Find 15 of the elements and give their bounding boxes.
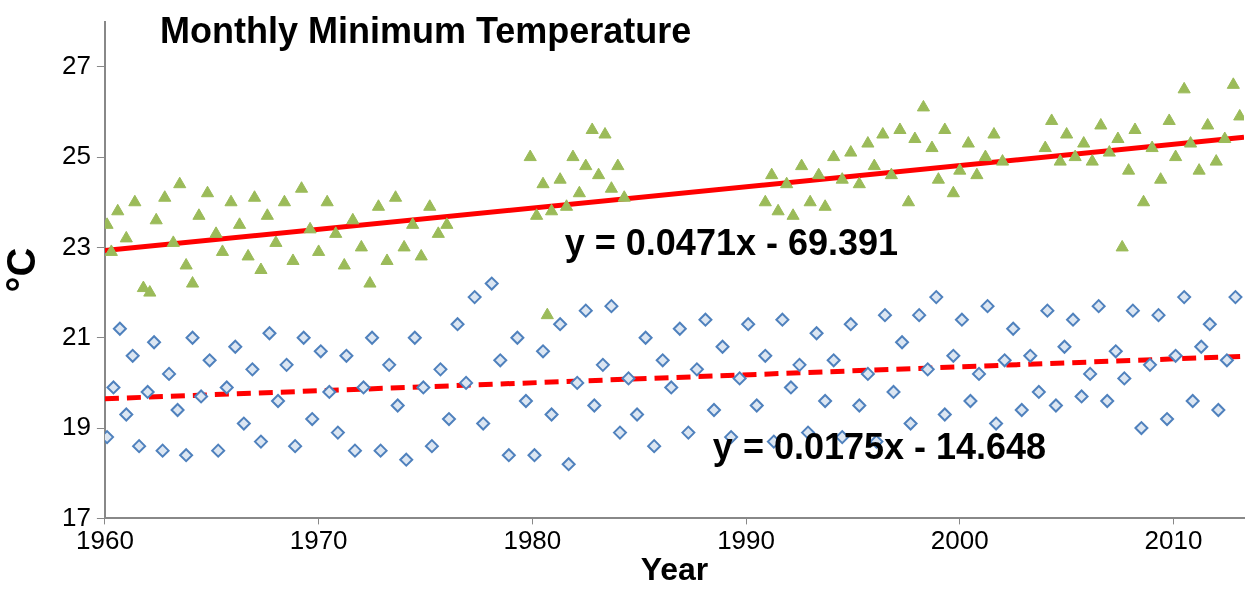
y-tick-label: 19 bbox=[62, 411, 91, 442]
x-tick-label: 2000 bbox=[930, 525, 989, 556]
x-tick-label: 1970 bbox=[289, 525, 348, 556]
x-tick-label: 1990 bbox=[717, 525, 775, 556]
annotation: y = 0.0175x - 14.648 bbox=[712, 425, 1047, 467]
annotation: y = 0.0471x - 69.391 bbox=[564, 222, 899, 264]
y-tick-label: 21 bbox=[62, 320, 91, 351]
y-tick-label: 23 bbox=[62, 230, 91, 261]
x-axis-title: Year bbox=[640, 550, 709, 587]
chart-title: Monthly Minimum Temperature bbox=[160, 10, 692, 52]
x-tick-label: 2010 bbox=[1144, 525, 1203, 556]
y-tick-label: 25 bbox=[62, 140, 91, 171]
x-tick-label: 1980 bbox=[503, 525, 562, 556]
y-tick-label: 27 bbox=[62, 49, 91, 80]
y-axis-title: °C bbox=[0, 247, 44, 293]
